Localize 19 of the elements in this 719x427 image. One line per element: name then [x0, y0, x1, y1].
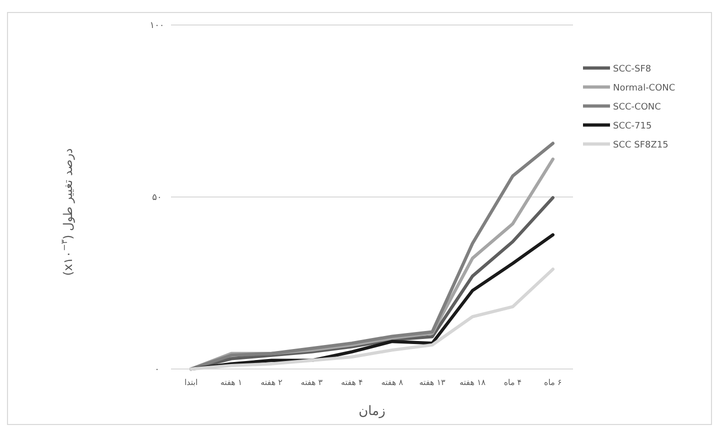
x-tick-label: ۴ ماه	[504, 378, 522, 387]
x-tick-label: ۶ ماه	[544, 378, 562, 387]
legend-label: SCC SF8Z15	[613, 140, 668, 150]
x-tick-label: ۴ هفته	[340, 378, 363, 387]
y-tick-label: ۰	[154, 365, 160, 375]
x-tick-label: ۱ هفته	[220, 378, 242, 387]
x-tick-label: ابتدا	[184, 378, 198, 387]
x-tick-label: ۳ هفته	[300, 378, 324, 387]
x-tick-label: ۸ هفته	[381, 378, 404, 387]
x-tick-label: ۱۸ هفته	[459, 378, 486, 387]
legend-label: SCC-715	[613, 122, 652, 132]
x-tick-label: ۱۳ هفته	[419, 378, 446, 387]
x-tick-label: ۲ هفته	[260, 378, 282, 387]
legend-label: SCC-SF8	[613, 64, 652, 74]
y-tick-label: ۱۰۰	[150, 21, 164, 31]
y-tick-label: ۵۰	[152, 193, 162, 203]
legend-label: Normal-CONC	[613, 84, 676, 94]
x-axis-title: زمان	[358, 404, 386, 419]
legend-label: SCC-CONC	[613, 102, 661, 112]
